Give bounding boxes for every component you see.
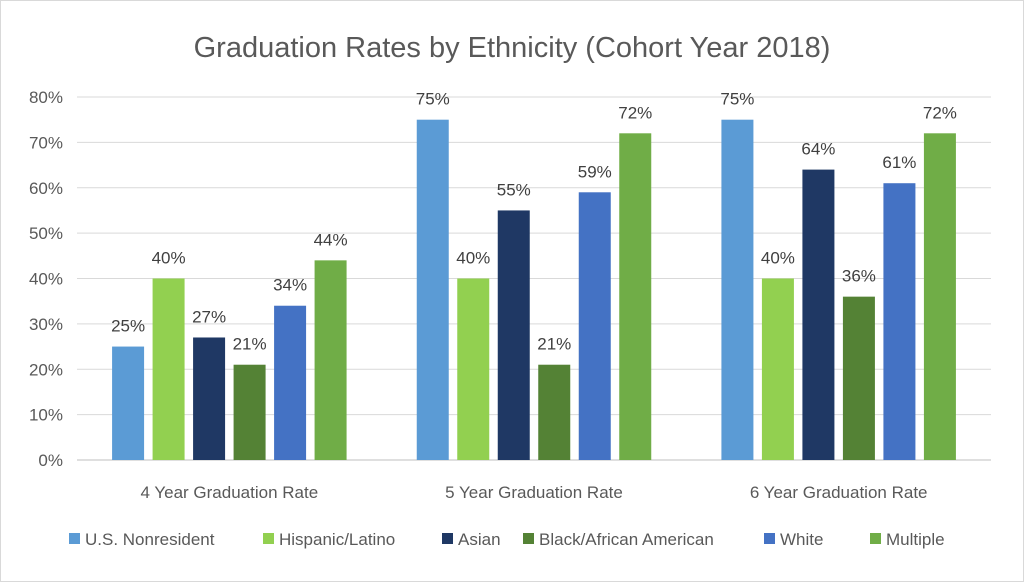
- legend-item: Hispanic/Latino: [263, 530, 395, 549]
- data-label: 40%: [456, 249, 490, 268]
- data-label: 59%: [578, 162, 612, 181]
- data-label: 75%: [416, 90, 450, 109]
- x-axis: 4 Year Graduation Rate 5 Year Graduation …: [140, 483, 927, 502]
- bar: [497, 210, 530, 460]
- bar: [193, 337, 226, 460]
- data-label: 27%: [192, 307, 226, 326]
- legend-swatch: [263, 533, 274, 544]
- y-axis: 0% 10% 20% 30% 40% 50% 60% 70% 80%: [29, 88, 63, 470]
- bars: 25% 40% 27% 21% 34% 44% 75% 40% 55% 21% 59% 72% 75% 4…: [111, 90, 957, 461]
- bar: [233, 364, 266, 460]
- legend-item: Black/African American: [523, 530, 714, 549]
- data-label: 40%: [761, 249, 795, 268]
- data-label: 72%: [618, 103, 652, 122]
- x-tick-label: 5 Year Graduation Rate: [445, 483, 623, 502]
- data-label: 21%: [537, 335, 571, 354]
- x-tick-label: 6 Year Graduation Rate: [750, 483, 928, 502]
- legend-swatch: [69, 533, 80, 544]
- y-tick-label: 40%: [29, 270, 63, 289]
- legend-label: Asian: [458, 530, 501, 549]
- bar: [619, 133, 652, 461]
- legend-item: White: [764, 530, 823, 549]
- bar: [457, 278, 490, 460]
- y-tick-label: 60%: [29, 179, 63, 198]
- data-label: 21%: [233, 335, 267, 354]
- data-label: 36%: [842, 267, 876, 286]
- bar: [883, 183, 916, 460]
- legend-swatch: [870, 533, 881, 544]
- bar: [721, 119, 754, 460]
- data-label: 61%: [882, 153, 916, 172]
- bar: [923, 133, 956, 461]
- legend-swatch: [764, 533, 775, 544]
- legend-item: U.S. Nonresident: [69, 530, 215, 549]
- legend-label: White: [780, 530, 823, 549]
- bar: [112, 346, 145, 460]
- data-label: 75%: [720, 90, 754, 109]
- chart-title: Graduation Rates by Ethnicity (Cohort Ye…: [194, 32, 831, 64]
- data-label: 64%: [801, 140, 835, 159]
- legend-item: Multiple: [870, 530, 945, 549]
- legend-swatch: [523, 533, 534, 544]
- legend-label: Black/African American: [539, 530, 714, 549]
- data-label: 40%: [152, 249, 186, 268]
- legend-label: U.S. Nonresident: [85, 530, 215, 549]
- data-label: 72%: [923, 103, 957, 122]
- bar: [314, 260, 347, 460]
- legend-label: Hispanic/Latino: [279, 530, 395, 549]
- bar: [802, 169, 835, 460]
- x-tick-label: 4 Year Graduation Rate: [140, 483, 318, 502]
- gridlines: [77, 96, 991, 461]
- y-tick-label: 20%: [29, 360, 63, 379]
- y-tick-label: 10%: [29, 406, 63, 425]
- data-label: 55%: [497, 180, 531, 199]
- bar: [578, 192, 611, 460]
- bar: [274, 305, 307, 460]
- bar: [842, 296, 875, 460]
- legend-label: Multiple: [886, 530, 945, 549]
- bar: [538, 364, 571, 460]
- y-tick-label: 30%: [29, 315, 63, 334]
- bar: [152, 278, 185, 460]
- y-tick-label: 0%: [38, 451, 63, 470]
- bar: [761, 278, 794, 460]
- legend: U.S. Nonresident Hispanic/Latino Asian Blac…: [69, 530, 945, 549]
- data-label: 34%: [273, 276, 307, 295]
- y-tick-label: 80%: [29, 88, 63, 107]
- legend-swatch: [442, 533, 453, 544]
- bar: [416, 119, 449, 460]
- y-tick-label: 50%: [29, 224, 63, 243]
- legend-item: Asian: [442, 530, 501, 549]
- data-label: 25%: [111, 317, 145, 336]
- y-tick-label: 70%: [29, 133, 63, 152]
- data-label: 44%: [314, 230, 348, 249]
